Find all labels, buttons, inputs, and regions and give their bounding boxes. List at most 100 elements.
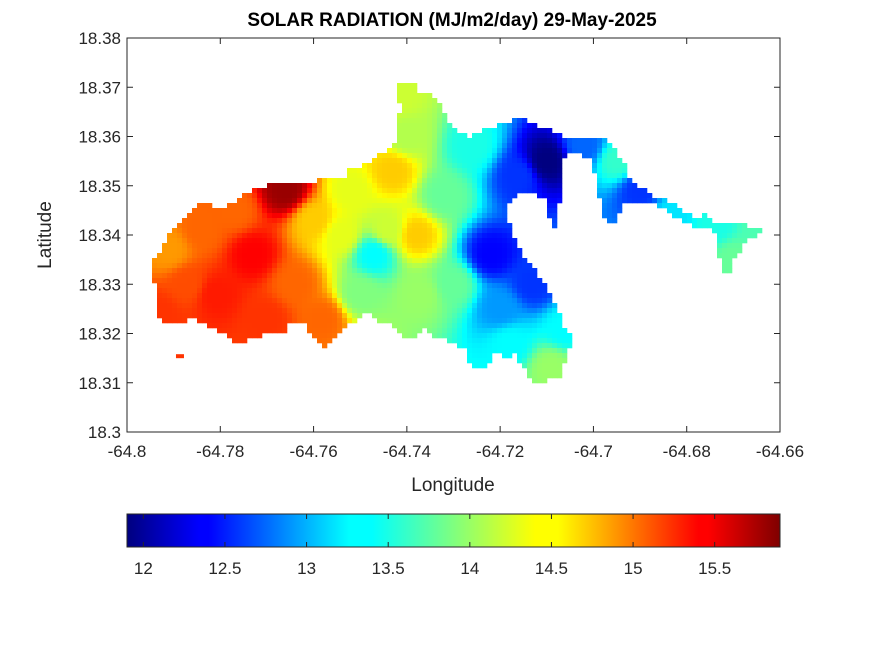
field-cell — [417, 303, 423, 309]
field-cell — [722, 238, 728, 244]
field-cell — [512, 248, 518, 254]
field-cell — [432, 303, 438, 309]
field-cell — [287, 258, 293, 264]
field-cell — [562, 328, 568, 334]
field-cell — [392, 223, 398, 229]
field-cell — [472, 198, 478, 204]
field-cell — [332, 248, 338, 254]
field-cell — [547, 203, 553, 209]
field-cell — [552, 373, 558, 379]
field-cell — [592, 158, 598, 164]
field-cell — [337, 323, 343, 329]
field-cell — [732, 223, 738, 229]
field-cell — [177, 288, 183, 294]
field-cell — [192, 208, 198, 214]
field-cell — [292, 273, 298, 279]
field-cell — [482, 183, 488, 189]
field-cell — [237, 248, 243, 254]
field-cell — [237, 313, 243, 319]
field-cell — [512, 193, 518, 199]
field-cell — [472, 168, 478, 174]
field-cell — [597, 178, 603, 184]
field-cell — [197, 238, 203, 244]
field-cell — [337, 328, 343, 334]
field-cell — [437, 183, 443, 189]
field-cell — [297, 263, 303, 269]
field-cell — [602, 198, 608, 204]
field-cell — [377, 233, 383, 239]
field-cell — [542, 368, 548, 374]
field-cell — [507, 158, 513, 164]
field-cell — [327, 288, 333, 294]
field-cell — [237, 328, 243, 334]
field-cell — [272, 273, 278, 279]
field-cell — [497, 163, 503, 169]
field-cell — [502, 153, 508, 159]
field-cell — [457, 173, 463, 179]
field-cell — [727, 258, 733, 264]
field-cell — [162, 268, 168, 274]
field-cell — [282, 303, 288, 309]
field-cell — [292, 228, 298, 234]
field-cell — [482, 303, 488, 309]
field-cell — [502, 298, 508, 304]
field-cell — [477, 313, 483, 319]
field-cell — [542, 133, 548, 139]
field-cell — [417, 208, 423, 214]
field-cell — [277, 298, 283, 304]
field-cell — [702, 223, 708, 229]
field-cell — [252, 208, 258, 214]
field-cell — [497, 123, 503, 129]
field-cell — [442, 333, 448, 339]
field-cell — [482, 273, 488, 279]
field-cell — [472, 208, 478, 214]
field-cell — [237, 213, 243, 219]
field-cell — [442, 273, 448, 279]
field-cell — [362, 178, 368, 184]
field-cell — [272, 323, 278, 329]
field-cell — [402, 323, 408, 329]
field-cell — [442, 308, 448, 314]
field-cell — [537, 158, 543, 164]
field-cell — [547, 313, 553, 319]
field-cell — [482, 188, 488, 194]
field-cell — [242, 263, 248, 269]
field-cell — [542, 138, 548, 144]
field-cell — [442, 163, 448, 169]
field-cell — [497, 268, 503, 274]
field-cell — [232, 258, 238, 264]
field-cell — [467, 173, 473, 179]
field-cell — [557, 183, 563, 189]
field-cell — [292, 238, 298, 244]
field-cell — [257, 193, 263, 199]
field-cell — [492, 313, 498, 319]
field-cell — [317, 198, 323, 204]
field-cell — [402, 123, 408, 129]
field-cell — [532, 123, 538, 129]
field-cell — [467, 138, 473, 144]
field-cell — [727, 248, 733, 254]
field-cell — [392, 188, 398, 194]
field-cell — [507, 163, 513, 169]
field-cell — [522, 153, 528, 159]
field-cell — [722, 258, 728, 264]
field-cell — [407, 183, 413, 189]
field-cell — [537, 138, 543, 144]
field-cell — [527, 353, 533, 359]
field-cell — [527, 298, 533, 304]
field-cell — [492, 333, 498, 339]
field-cell — [507, 333, 513, 339]
field-cell — [407, 198, 413, 204]
field-cell — [262, 253, 268, 259]
field-cell — [462, 238, 468, 244]
field-cell — [487, 283, 493, 289]
field-cell — [602, 213, 608, 219]
field-cell — [302, 243, 308, 249]
field-cell — [177, 268, 183, 274]
field-cell — [382, 208, 388, 214]
field-cell — [552, 158, 558, 164]
field-cell — [527, 188, 533, 194]
field-cell — [492, 278, 498, 284]
field-cell — [177, 223, 183, 229]
field-cell — [327, 263, 333, 269]
